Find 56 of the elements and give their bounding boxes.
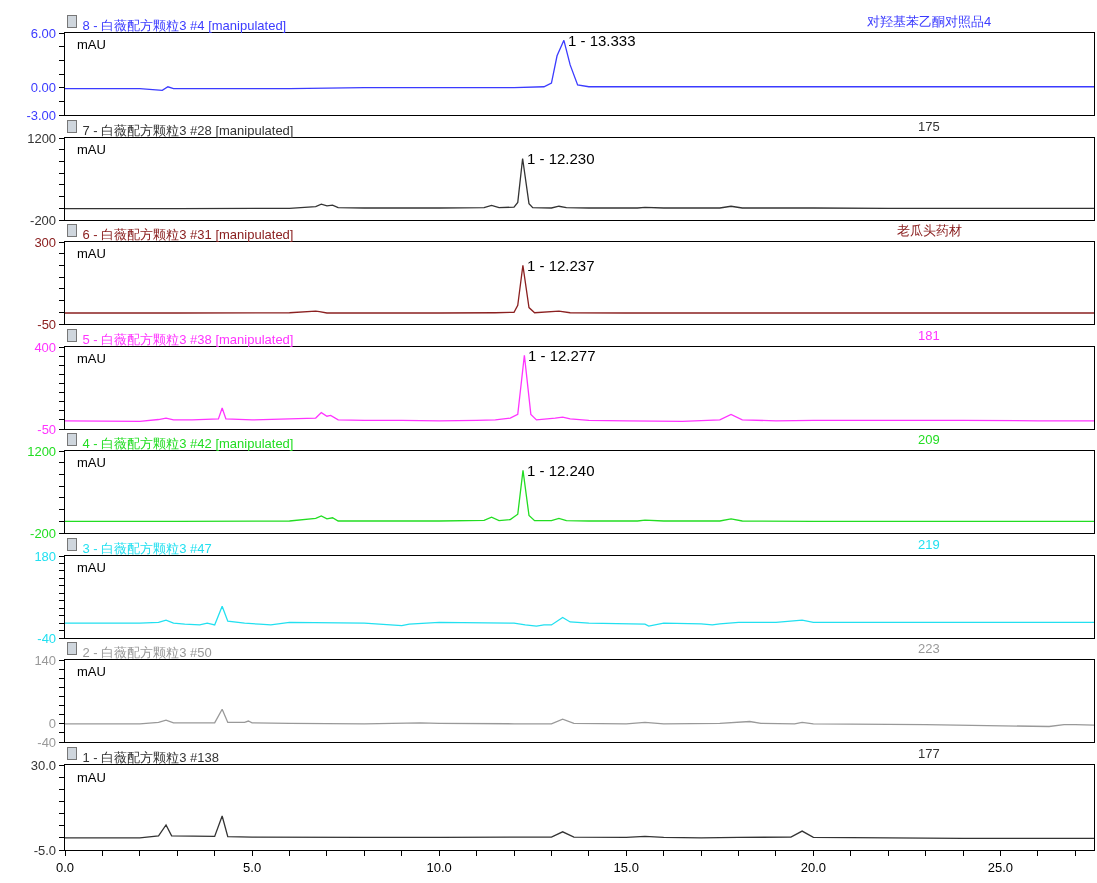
annotation: 1 - 12.237 <box>527 257 595 274</box>
y-tick-label: 0.00 <box>30 80 57 96</box>
y-tick-label: 400 <box>34 339 57 355</box>
chart-title: 4 - 白薇配方颗粒3 #42 [manipulated] <box>82 436 294 451</box>
chart-subtitle: 181 <box>918 327 940 343</box>
chart-title: 7 - 白薇配方颗粒3 #28 [manipulated] <box>82 122 294 138</box>
chart-subtitle: 177 <box>918 745 940 761</box>
chart-title: 8 - 白薇配方颗粒3 #4 [manipulated] <box>82 18 287 33</box>
annotation: 1 - 12.230 <box>527 149 595 167</box>
x-tick-label: 20.0 <box>800 859 827 875</box>
y-tick-label: 6.00 <box>30 25 57 41</box>
y-tick-label: -3.00 <box>26 107 57 123</box>
y-tick-label: -50 <box>37 316 57 332</box>
y-axis-title: mAU <box>77 141 106 157</box>
chart-subtitle: 对羟基苯乙酮对照品4 <box>867 14 992 29</box>
y-tick-label: 300 <box>34 234 57 250</box>
y-axis-title: mAU <box>77 350 106 366</box>
chart-subtitle: 175 <box>918 118 940 134</box>
line-series <box>65 814 1094 839</box>
y-tick-label: 0 <box>48 716 57 732</box>
annotation: 1 - 12.240 <box>527 462 595 479</box>
y-axis-title: mAU <box>77 664 106 679</box>
y-tick-label: 30.0 <box>30 757 57 773</box>
x-tick-label: 5.0 <box>243 859 262 875</box>
y-tick-label: -40 <box>37 734 57 750</box>
y-tick-label: -40 <box>37 630 57 646</box>
chart-title: 6 - 白薇配方颗粒3 #31 [manipulated] <box>82 227 294 242</box>
chart-subtitle: 老瓜头药材 <box>897 223 962 238</box>
chart-subtitle: 223 <box>918 641 940 656</box>
line-series <box>65 708 1094 728</box>
x-tick-label: 25.0 <box>987 859 1014 875</box>
y-tick-label: 140 <box>34 652 57 668</box>
y-tick-label: 180 <box>34 548 57 564</box>
chart-subtitle: 209 <box>918 432 940 447</box>
chart-title: 1 - 白薇配方颗粒3 #138 <box>82 749 220 765</box>
y-tick-label: -5.0 <box>33 842 57 858</box>
y-axis-title: mAU <box>77 37 106 52</box>
y-axis-title: mAU <box>77 559 106 575</box>
chart-title: 3 - 白薇配方颗粒3 #47 <box>82 540 212 556</box>
line-series <box>65 605 1094 627</box>
y-tick-label: -200 <box>30 212 57 228</box>
y-axis-title: mAU <box>77 769 106 785</box>
annotation: 1 - 12.277 <box>528 346 596 364</box>
x-tick-label: 0.0 <box>55 859 75 875</box>
annotation: 1 - 13.333 <box>568 32 636 49</box>
x-tick-label: 10.0 <box>426 859 452 875</box>
y-axis-title: mAU <box>77 246 106 261</box>
chart-title: 5 - 白薇配方颗粒3 #38 [manipulated] <box>82 331 294 347</box>
y-tick-label: -50 <box>37 421 57 437</box>
chart-subtitle: 219 <box>918 536 940 552</box>
y-tick-label: 1200 <box>27 443 57 459</box>
y-tick-label: -200 <box>30 525 57 541</box>
y-axis-title: mAU <box>77 455 106 470</box>
y-tick-label: 1200 <box>27 130 57 146</box>
x-tick-label: 15.0 <box>613 859 639 875</box>
chart-title: 2 - 白薇配方颗粒3 #50 <box>82 645 212 660</box>
